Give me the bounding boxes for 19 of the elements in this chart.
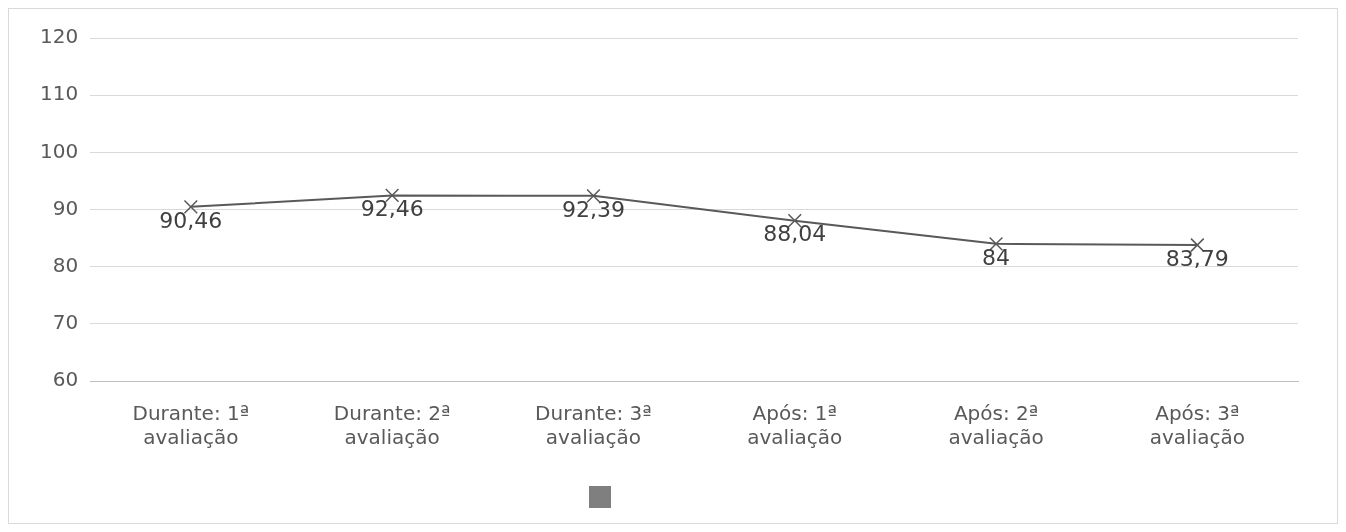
y-tick-label: 100 <box>39 138 79 163</box>
x-tick-label: Durante: 2ª avaliação <box>333 401 451 450</box>
text: 88,04 <box>763 221 827 247</box>
x-tick-label: Após: 3ª avaliação <box>1149 401 1245 450</box>
text: 90,46 <box>159 207 223 233</box>
text: 83,79 <box>1165 245 1229 271</box>
y-tick-label: 90 <box>52 195 79 220</box>
y-tick-label: 120 <box>39 24 79 49</box>
x-tick-label: Durante: 3ª avaliação <box>535 401 652 450</box>
x-tick-label: Após: 1ª avaliação <box>747 401 843 450</box>
text: 92,39 <box>561 196 625 222</box>
y-tick-label: 80 <box>52 252 79 277</box>
y-tick-label: 110 <box>39 81 79 106</box>
x-tick-label: Após: 2ª avaliação <box>948 401 1044 450</box>
x-tick-label: Durante: 1ª avaliação <box>132 401 250 450</box>
y-tick-label: 60 <box>52 367 79 392</box>
text: 92,46 <box>360 196 424 222</box>
text: 84 <box>982 244 1011 270</box>
y-tick-label: 70 <box>52 310 79 335</box>
